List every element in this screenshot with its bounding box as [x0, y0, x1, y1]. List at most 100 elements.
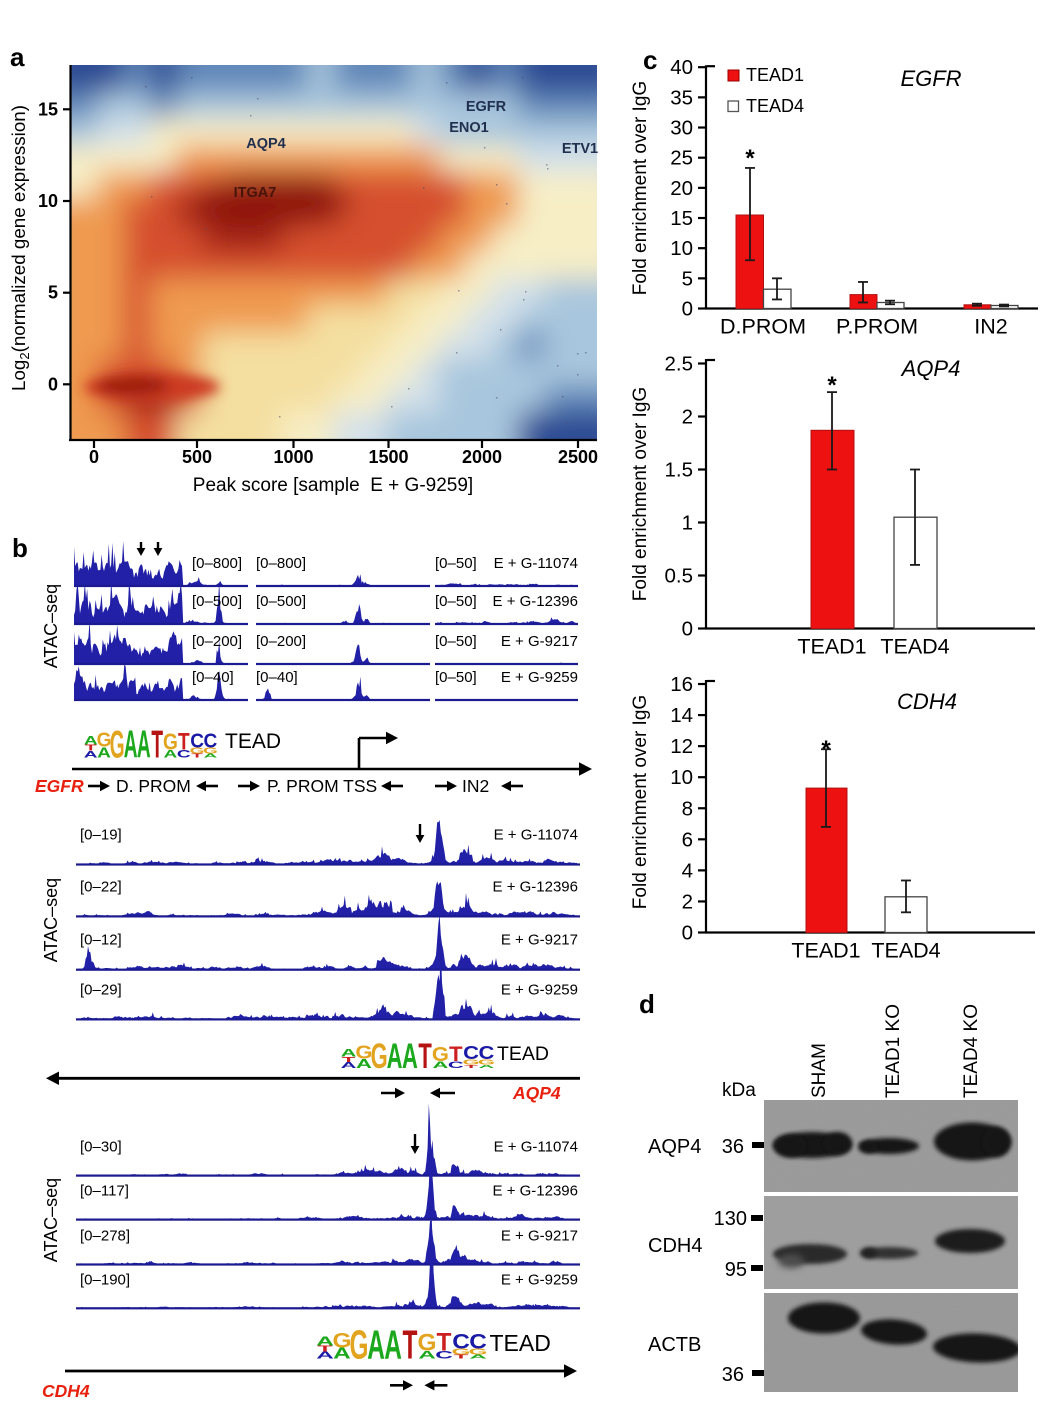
svg-text:A: A: [204, 753, 218, 759]
svg-text:36: 36: [722, 1136, 744, 1158]
svg-text:[0–40]: [0–40]: [192, 669, 234, 686]
svg-text:5: 5: [48, 283, 58, 303]
svg-text:E + G-12396: E + G-12396: [493, 1183, 578, 1200]
svg-text:[0–500]: [0–500]: [192, 593, 242, 610]
svg-text:C: C: [435, 1349, 453, 1361]
svg-text:[0–200]: [0–200]: [256, 633, 306, 650]
svg-text:1: 1: [682, 512, 693, 535]
svg-text:T: T: [85, 744, 97, 753]
svg-text:ITGA7: ITGA7: [234, 185, 277, 201]
svg-text:C: C: [469, 1329, 487, 1353]
svg-text:SHAM: SHAM: [809, 1043, 830, 1098]
svg-text:A: A: [387, 1038, 403, 1076]
svg-text:E + G-9217: E + G-9217: [501, 932, 578, 949]
svg-text:10: 10: [38, 191, 58, 211]
svg-text:CDH4: CDH4: [897, 689, 957, 714]
svg-text:E + G-12396: E + G-12396: [493, 593, 578, 610]
svg-text:ATAC–seq: ATAC–seq: [41, 1178, 61, 1262]
svg-text:A: A: [137, 722, 151, 766]
svg-text:A: A: [356, 1056, 372, 1071]
svg-text:Fold enrichment over IgG: Fold enrichment over IgG: [630, 81, 651, 295]
svg-text:a: a: [10, 42, 25, 72]
svg-text:A: A: [402, 1038, 418, 1076]
svg-text:C: C: [190, 730, 204, 753]
svg-text:[0–50]: [0–50]: [435, 593, 477, 610]
svg-text:TEAD1 KO: TEAD1 KO: [883, 1004, 904, 1098]
svg-text:25: 25: [670, 147, 693, 170]
svg-text:d: d: [639, 989, 655, 1019]
svg-text:14: 14: [670, 704, 693, 727]
svg-text:E + G-9259: E + G-9259: [501, 1271, 578, 1288]
svg-text:8: 8: [682, 797, 693, 820]
svg-text:A: A: [418, 1349, 436, 1361]
svg-text:E + G-12396: E + G-12396: [493, 878, 578, 895]
svg-text:G: G: [97, 729, 112, 752]
svg-text:G: G: [190, 747, 205, 756]
svg-text:P.PROM: P.PROM: [836, 315, 918, 339]
svg-text:10: 10: [670, 237, 693, 260]
svg-text:AQP4: AQP4: [246, 136, 286, 152]
svg-text:AQP4: AQP4: [900, 356, 961, 381]
svg-text:0: 0: [89, 447, 99, 467]
svg-text:0: 0: [48, 374, 58, 394]
svg-text:16: 16: [670, 673, 693, 696]
svg-text:T: T: [191, 753, 203, 759]
svg-text:C: C: [204, 730, 218, 753]
svg-text:A: A: [124, 722, 138, 766]
svg-text:G: G: [478, 1058, 495, 1066]
svg-text:[0–19]: [0–19]: [80, 827, 122, 844]
svg-text:1500: 1500: [368, 447, 408, 467]
svg-text:TEAD4: TEAD4: [880, 635, 949, 659]
svg-text:G: G: [371, 1038, 388, 1076]
svg-text:1.5: 1.5: [665, 459, 694, 482]
svg-text:G: G: [418, 1330, 437, 1357]
svg-text:0: 0: [682, 922, 693, 945]
svg-text:G: G: [333, 1328, 352, 1352]
svg-text:TEAD: TEAD: [490, 1330, 551, 1356]
svg-text:2500: 2500: [558, 447, 598, 467]
svg-text:Log2(normalized gene expressio: Log2(normalized gene expression): [8, 105, 32, 391]
svg-text:T: T: [454, 1353, 469, 1359]
svg-text:[0–50]: [0–50]: [435, 669, 477, 686]
svg-text:b: b: [12, 533, 28, 563]
svg-text:10: 10: [670, 766, 693, 789]
svg-text:A: A: [478, 1064, 495, 1069]
svg-text:A: A: [97, 745, 111, 761]
svg-text:T: T: [464, 1064, 478, 1069]
svg-text:[0–50]: [0–50]: [435, 555, 477, 572]
svg-text:ATAC–seq: ATAC–seq: [41, 878, 61, 962]
svg-text:40: 40: [670, 56, 693, 79]
svg-text:5: 5: [682, 267, 693, 290]
svg-text:CDH4: CDH4: [648, 1235, 702, 1257]
svg-text:E + G-9259: E + G-9259: [501, 669, 578, 686]
svg-text:0.5: 0.5: [665, 565, 694, 588]
svg-text:0: 0: [682, 298, 693, 321]
svg-text:[0–500]: [0–500]: [256, 593, 306, 610]
svg-text:A: A: [341, 1060, 357, 1070]
svg-text:12: 12: [670, 735, 693, 758]
svg-text:E + G-11074: E + G-11074: [494, 827, 578, 844]
svg-text:TEAD1: TEAD1: [746, 65, 804, 85]
svg-text:Fold enrichment over IgG: Fold enrichment over IgG: [630, 695, 651, 909]
svg-text:[0–22]: [0–22]: [80, 878, 122, 895]
svg-text:[0–278]: [0–278]: [80, 1228, 130, 1245]
svg-text:TEAD1: TEAD1: [797, 635, 866, 659]
svg-text:G: G: [350, 1323, 369, 1368]
svg-text:[0–200]: [0–200]: [192, 633, 242, 650]
svg-text:[0–117]: [0–117]: [80, 1183, 129, 1200]
svg-text:T: T: [178, 727, 190, 755]
svg-text:[0–29]: [0–29]: [80, 981, 122, 998]
svg-text:2: 2: [682, 406, 693, 429]
svg-text:A: A: [341, 1047, 357, 1060]
svg-text:A: A: [316, 1350, 334, 1361]
svg-text:AQP4: AQP4: [512, 1083, 561, 1103]
svg-text:A: A: [384, 1323, 402, 1368]
svg-text:C: C: [463, 1044, 479, 1064]
svg-text:[0–40]: [0–40]: [256, 669, 298, 686]
svg-text:T: T: [318, 1344, 333, 1354]
svg-text:EGFR: EGFR: [466, 99, 507, 115]
svg-text:G: G: [432, 1044, 449, 1066]
svg-text:G: G: [355, 1043, 372, 1063]
svg-text:AQP4: AQP4: [648, 1136, 701, 1158]
svg-text:G: G: [452, 1347, 471, 1357]
